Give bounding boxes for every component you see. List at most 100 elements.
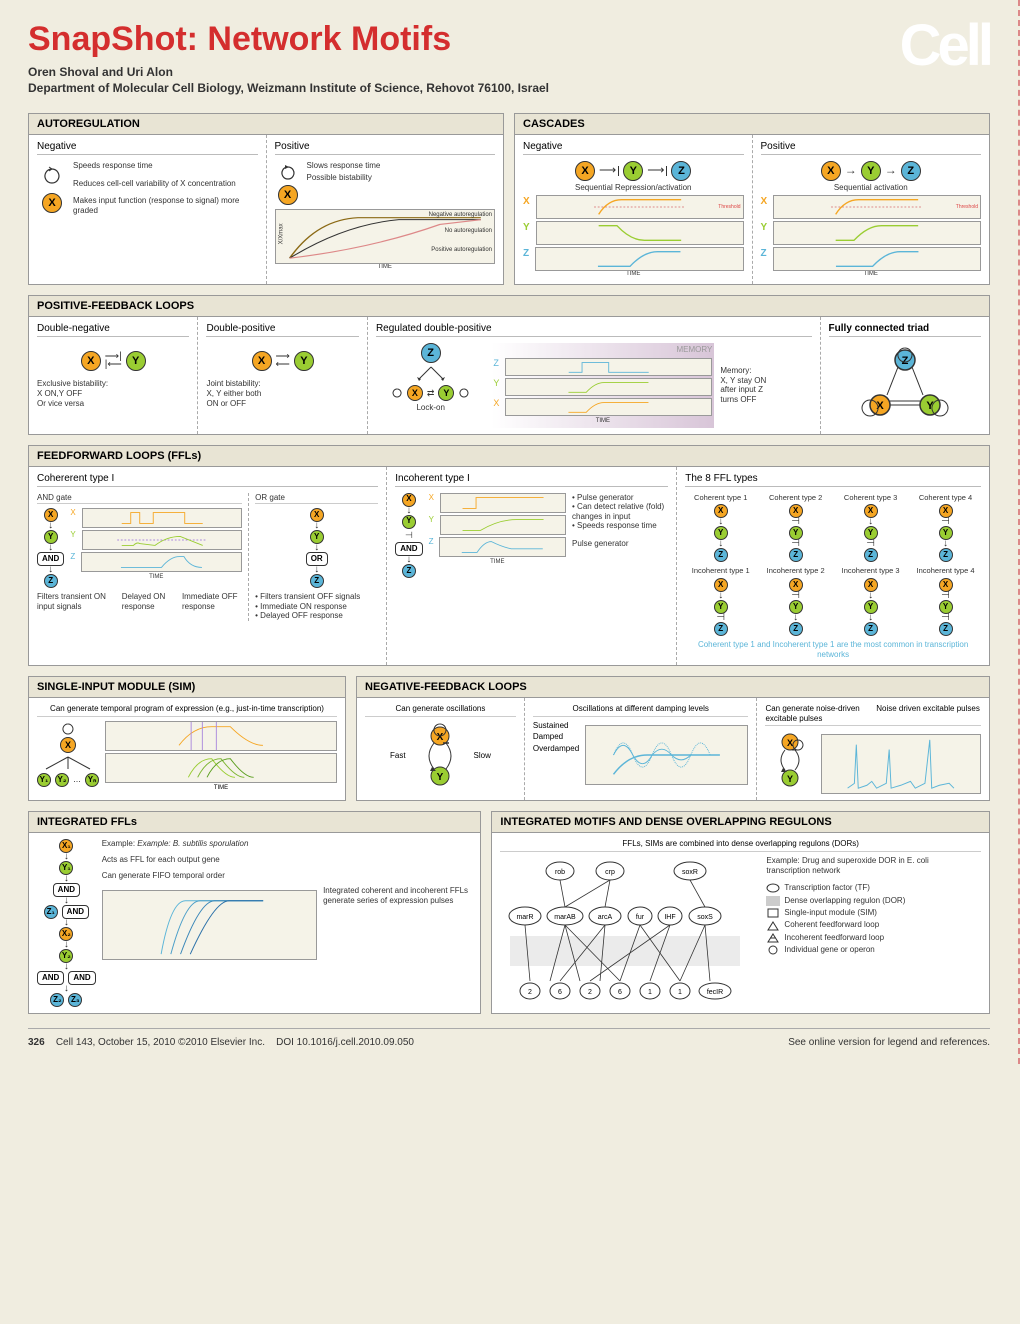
caption: • Pulse generator (572, 493, 668, 503)
dor-network-diagram: rob crp soxR marR marAB arcA fur IHF sox… (500, 856, 760, 1006)
cascade-positive: Positive X → Y → Z Sequential activation… (753, 135, 990, 284)
memory-text: Memory: X, Y stay ON after input Z turns… (720, 366, 811, 404)
damp-label: Damped (533, 732, 579, 742)
caption: Oscillations at different damping levels (533, 704, 749, 717)
header: SnapShot: Network Motifs Oren Shoval and… (28, 20, 990, 95)
node-y: Y (623, 161, 643, 181)
chart-z (505, 358, 712, 376)
or-diagram: X↓ Y↓ OR↓ Z (255, 508, 378, 588)
page-title: SnapShot: Network Motifs (28, 20, 900, 59)
autoreg-positive: Positive X Slows response time Possible … (267, 135, 504, 284)
caption: Sequential activation (761, 183, 982, 193)
node-y: Y (438, 385, 454, 401)
panel-header: INTEGRATED FFLs (29, 812, 480, 833)
type-label: Coherent type 1 (694, 493, 747, 503)
and-diagram: X↓ Y⊣ AND↓ Z (395, 493, 422, 579)
chart-label: No autoregulation (445, 228, 492, 236)
memory-label: MEMORY (493, 345, 712, 355)
chart-xlabel: TIME (275, 264, 496, 272)
example-text: Example: B. subtilis sporulation (137, 839, 248, 848)
sub-label: Double-negative (37, 323, 189, 337)
svg-text:1: 1 (648, 989, 652, 996)
bullet: Possible bistability (307, 173, 381, 183)
caption: Can generate oscillations (365, 704, 516, 717)
authors: Oren Shoval and Uri Alon (28, 65, 900, 79)
chart (81, 552, 242, 572)
positive-feedback-panel: POSITIVE-FEEDBACK LOOPS Double-negative … (28, 295, 990, 434)
svg-text:6: 6 (558, 989, 562, 996)
self-loop-icon (37, 161, 67, 191)
nfb-noise: Can generate noise-driven excitable puls… (757, 698, 989, 800)
chart-z (773, 247, 981, 271)
sim-panel: SINGLE-INPUT MODULE (SIM) Can generate t… (28, 676, 346, 801)
coherent-type-1: Cohererent type I AND gate X↓ Y↓ AND↓ Z (29, 467, 387, 666)
chart-xlabel: TIME (429, 559, 566, 567)
cell-logo: Cell (900, 20, 990, 72)
autoreg-chart: Negative autoregulation No autoregulatio… (275, 209, 496, 264)
panel-header: FEEDFORWARD LOOPS (FFLs) (29, 446, 989, 467)
svg-text:Y: Y (787, 774, 793, 784)
caption: • Filters transient OFF signals (255, 592, 378, 602)
autoregulation-panel: AUTOREGULATION Negative X Speeds respons… (28, 113, 504, 285)
threshold-label: Threshold (718, 204, 740, 211)
chart-x: Threshold (536, 195, 744, 219)
caption: • Delayed OFF response (255, 611, 378, 621)
legend-label: Coherent feedforward loop (784, 920, 879, 930)
chart-ylabel: X/Xmax (278, 223, 286, 244)
chart-y (505, 378, 712, 396)
damp-label: Sustained (533, 721, 579, 731)
type-label: Incoherent type 1 (692, 566, 750, 576)
chart-xlabel: TIME (70, 574, 242, 582)
svg-text:rob: rob (555, 869, 565, 876)
chart-xlabel: TIME (493, 418, 712, 426)
self-loop-icon (275, 161, 301, 183)
caption: Integrated coherent and incoherent FFLs … (323, 886, 472, 905)
or-gate-label: OR gate (255, 493, 378, 504)
nfb-oscillations: Can generate oscillations Fast X Y Slow (357, 698, 525, 800)
damping-chart (585, 725, 748, 785)
caption: Filters transient ON input signals (37, 592, 114, 611)
type-label: Coherent type 3 (844, 493, 897, 503)
ffl-panel: FEEDFORWARD LOOPS (FFLs) Cohererent type… (28, 445, 990, 667)
dor-example: Example: Drug and superoxide DOR in E. c… (766, 856, 938, 875)
chart (82, 530, 242, 550)
example-label: Example: (102, 839, 138, 848)
fast-slow-diagram: X Y (410, 721, 470, 791)
chart-x (505, 398, 712, 416)
svg-text:soxR: soxR (682, 869, 698, 876)
chart (440, 515, 566, 535)
incoherent-type-1: Incoherent type I X↓ Y⊣ AND↓ Z X Y Z TIM… (387, 467, 677, 666)
panel-header: SINGLE-INPUT MODULE (SIM) (29, 677, 345, 698)
damp-label: Overdamped (533, 744, 579, 754)
caption: • Immediate ON response (255, 602, 378, 612)
bullet: Speeds response time (73, 161, 258, 171)
panel-header: POSITIVE-FEEDBACK LOOPS (29, 296, 989, 317)
node-z: Z (421, 343, 441, 363)
svg-text:1: 1 (678, 989, 682, 996)
caption: Can generate FIFO temporal order (102, 871, 473, 881)
chart-top (105, 721, 337, 751)
svg-text:soxS: soxS (698, 914, 714, 921)
caption: Immediate OFF response (182, 592, 242, 611)
bullet: Reduces cell-cell variability of X conce… (73, 179, 258, 189)
node-x: X (575, 161, 595, 181)
svg-text:Y: Y (926, 400, 934, 412)
node-y: Y (126, 351, 146, 371)
caption: Joint bistability: X, Y either both ON o… (206, 379, 358, 408)
and-diagram: X↓ Y↓ AND↓ Z (37, 508, 64, 588)
sub-label: Positive (275, 141, 496, 155)
chart (439, 537, 566, 557)
svg-text:arcA: arcA (598, 914, 613, 921)
panel-header: AUTOREGULATION (29, 114, 503, 135)
sim-caption: Can generate temporal program of express… (37, 704, 337, 717)
node-y: Y (861, 161, 881, 181)
caption: • Can detect relative (fold) changes in … (572, 502, 668, 521)
svg-text:6: 6 (618, 989, 622, 996)
ffl-types: The 8 FFL types Coherent type 1X↓Y↓Z Coh… (677, 467, 989, 666)
chart-label: Negative autoregulation (429, 212, 492, 220)
integrated-ffl-panel: INTEGRATED FFLs X₁↓ Y₁↓ AND↓ Z₁AND ↓X₂↓ … (28, 811, 481, 1014)
chart-z (535, 247, 743, 271)
cascade-negative: Negative X ⟶ Y ⟶ Z Sequential Repression… (515, 135, 753, 284)
chart-xlabel: TIME (105, 785, 337, 791)
svg-text:fur: fur (636, 914, 645, 921)
